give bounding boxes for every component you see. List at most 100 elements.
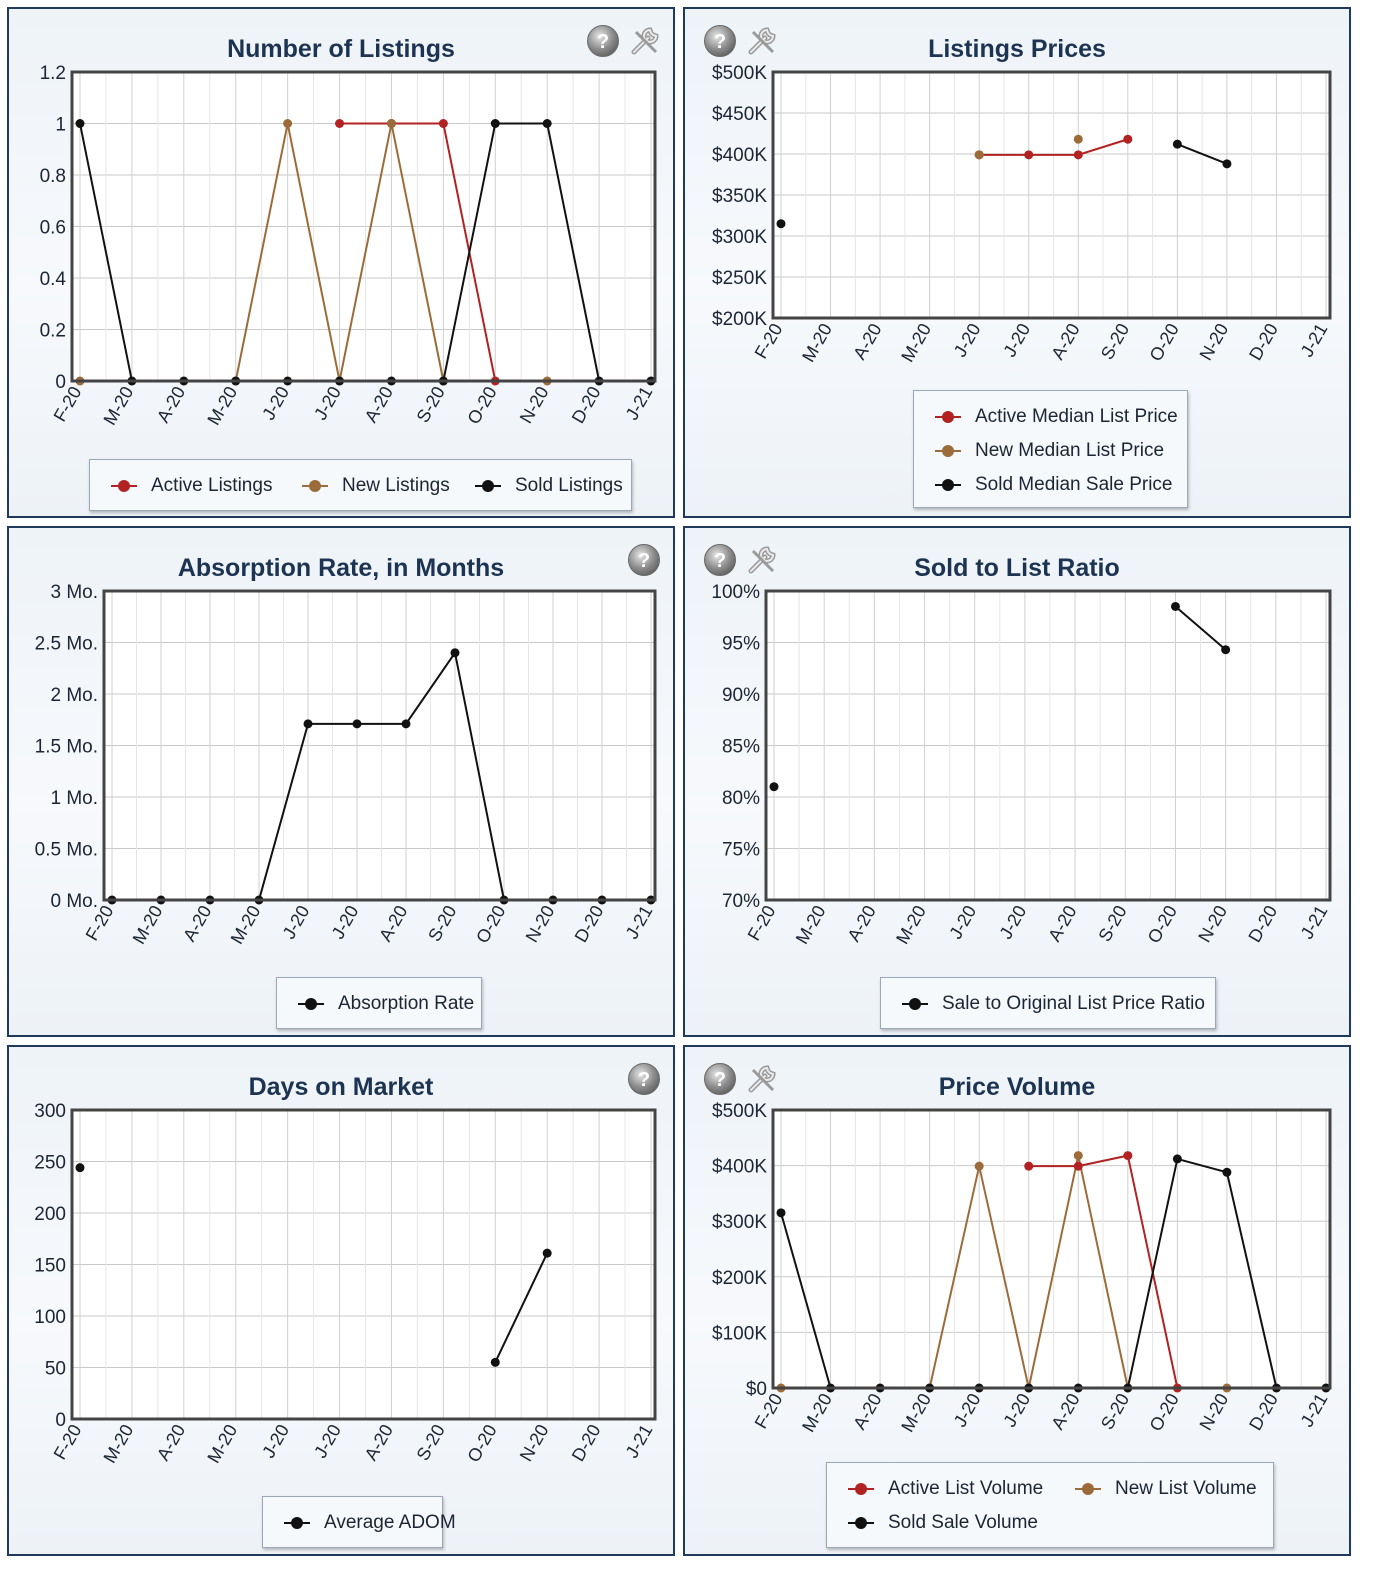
y-tick-label: 80% (722, 788, 760, 809)
data-point[interactable] (542, 119, 552, 128)
data-point[interactable] (974, 150, 984, 160)
legend-label: Sold Listings (515, 475, 623, 496)
help-icon[interactable]: ? (703, 1062, 737, 1096)
data-point[interactable] (75, 119, 85, 128)
data-point[interactable] (1024, 1161, 1034, 1171)
data-point[interactable] (1221, 645, 1231, 655)
help-icon[interactable]: ? (703, 543, 737, 577)
chart-svg: 100%95%90%85%80%75%70%F-20 M-20 A-20 M-20 J-… (711, 582, 1332, 948)
data-point[interactable] (1123, 134, 1133, 144)
y-tick-label: $450K (712, 104, 767, 125)
data-point[interactable] (401, 719, 411, 729)
data-point[interactable] (1170, 601, 1180, 611)
y-tick-label: $100K (712, 1323, 767, 1344)
data-point[interactable] (776, 1208, 786, 1218)
x-tick-label: J-21 (1297, 320, 1332, 360)
wrench-icon-button[interactable] (745, 543, 779, 577)
data-point[interactable] (542, 1248, 552, 1258)
plot-frame (771, 1108, 1332, 1390)
x-tick-label: M-20 (129, 902, 167, 948)
wrench-icon[interactable] (745, 24, 779, 58)
data-point[interactable] (1073, 134, 1083, 144)
x-tick-label: A-20 (849, 1390, 885, 1433)
wrench-icon[interactable] (745, 543, 779, 577)
data-point[interactable] (1073, 1161, 1083, 1171)
data-point[interactable] (438, 119, 448, 128)
x-tick-label: N-20 (1196, 1390, 1233, 1434)
data-point[interactable] (335, 119, 345, 128)
x-tick-label: S-20 (424, 902, 460, 945)
x-tick-label: O-20 (463, 1421, 500, 1466)
data-point[interactable] (303, 719, 313, 729)
help-icon-button[interactable]: ? (703, 24, 737, 58)
data-point[interactable] (490, 1357, 500, 1367)
wrench-icon-button[interactable] (745, 24, 779, 58)
plot-frame (70, 1108, 657, 1421)
y-tick-label: $500K (712, 63, 767, 84)
help-icon-button[interactable]: ? (703, 543, 737, 577)
data-point[interactable] (1073, 150, 1083, 160)
data-point[interactable] (769, 782, 779, 792)
legend-label: Absorption Rate (338, 993, 475, 1014)
help-icon-button[interactable]: ? (703, 1062, 737, 1096)
x-tick-label: J-20 (999, 1390, 1034, 1430)
help-icon-button[interactable]: ? (586, 24, 620, 58)
y-tick-label: 100 (34, 1307, 66, 1328)
x-tick-label: A-20 (153, 383, 189, 426)
x-tick-label: O-20 (463, 383, 500, 428)
wrench-icon-button[interactable] (745, 1062, 779, 1096)
data-point[interactable] (386, 119, 396, 128)
data-point[interactable] (776, 219, 786, 229)
x-tick-label: J-20 (279, 902, 314, 942)
help-icon-button[interactable]: ? (627, 543, 661, 577)
data-point[interactable] (75, 1163, 85, 1173)
data-point[interactable] (283, 119, 293, 128)
legend-label: Sold Median Sale Price (975, 474, 1173, 495)
chart-panel-ratio: Sold to List Ratio? 100% 95% 90% 85% 80% 75% 70… (683, 526, 1351, 1037)
y-tick-label: 300 (34, 1101, 66, 1122)
series-line-1 (1174, 605, 1227, 651)
data-point[interactable] (1222, 1167, 1232, 1177)
y-tick-label: 1 Mo. (50, 788, 98, 809)
x-tick-label: A-20 (1044, 902, 1080, 945)
wrench-icon[interactable] (745, 1062, 779, 1096)
plot-frame (764, 589, 1332, 902)
wrench-icon[interactable] (628, 24, 662, 58)
legend-swatch (284, 1517, 310, 1529)
x-tick-label: O-20 (1145, 1390, 1182, 1435)
x-tick-label: A-20 (179, 902, 215, 945)
help-icon[interactable]: ? (627, 1062, 661, 1096)
chart-panel-volume: Price Volume? $500K $400K $300K $200K $100K $0… (683, 1045, 1351, 1556)
help-icon[interactable]: ? (703, 24, 737, 58)
wrench-icon-button[interactable] (628, 24, 662, 58)
help-icon[interactable]: ? (586, 24, 620, 58)
y-tick-label: $400K (712, 1157, 767, 1178)
y-tick-label: 150 (34, 1256, 66, 1277)
data-point[interactable] (1172, 1154, 1182, 1164)
data-point[interactable] (352, 719, 362, 729)
chart-title: Listings Prices (928, 35, 1106, 63)
chart-svg: 3 Mo. 2.5 Mo. 2 Mo. 1.5 Mo. 1 Mo. 0.5 Mo. 0 Mo… (35, 582, 657, 948)
data-point[interactable] (1222, 159, 1232, 169)
chart-legend: Sale to Original List Price Ratio (880, 977, 1216, 1029)
series-line-3 (1176, 143, 1228, 165)
x-tick-label: A-20 (153, 1421, 189, 1464)
y-tick-label: 70% (722, 891, 760, 912)
y-tick-label: $0 (746, 1379, 767, 1400)
data-point[interactable] (450, 648, 460, 658)
data-point[interactable] (1073, 1151, 1083, 1161)
x-tick-label: O-20 (1145, 320, 1182, 365)
svg-text:?: ? (714, 31, 726, 53)
data-point[interactable] (1172, 139, 1182, 149)
data-point[interactable] (490, 119, 500, 128)
data-point[interactable] (1123, 1151, 1133, 1161)
data-point[interactable] (974, 1161, 984, 1171)
chart-legend: Active Median List Price New Median List … (913, 390, 1188, 508)
help-icon[interactable]: ? (627, 543, 661, 577)
x-tick-label: D-20 (1244, 902, 1281, 946)
x-tick-label: J-21 (1297, 1390, 1332, 1430)
data-point[interactable] (1024, 150, 1034, 160)
chart-legend: Active Listings New Listings Sold Listings (89, 459, 632, 511)
y-tick-label: 0.6 (40, 218, 66, 239)
help-icon-button[interactable]: ? (627, 1062, 661, 1096)
